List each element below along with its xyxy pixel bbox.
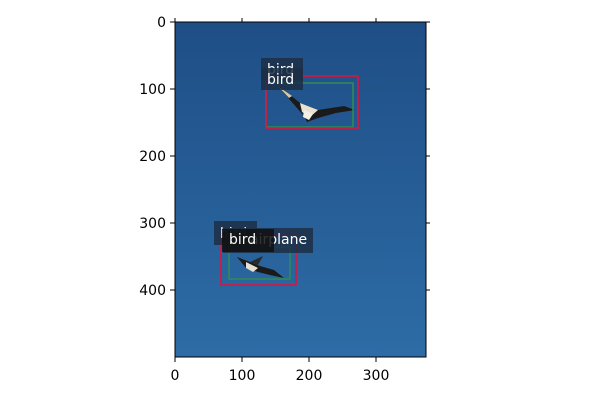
axes-frame: [174, 21, 427, 358]
y-tick-100: 100: [139, 82, 166, 98]
svg-text:bird: bird: [267, 72, 294, 88]
y-tick-400: 400: [139, 283, 166, 299]
y-axis: 0 100 200 300 400: [139, 15, 430, 299]
y-tick-200: 200: [139, 149, 166, 165]
y-tick-0: 0: [157, 15, 166, 31]
det-label-bird-4: bird: [222, 229, 274, 252]
x-tick-0: 0: [171, 368, 180, 384]
bbox-bird-red-upper: [265, 75, 359, 129]
bird-lower: [237, 256, 284, 278]
svg-text:bird: bird: [229, 232, 256, 248]
y-tick-300: 300: [139, 216, 166, 232]
x-tick-300: 300: [363, 368, 390, 384]
x-tick-200: 200: [296, 368, 323, 384]
x-tick-100: 100: [229, 368, 256, 384]
det-label-bird-2: bird: [261, 68, 303, 90]
x-axis: 0 100 200 300: [171, 18, 390, 384]
